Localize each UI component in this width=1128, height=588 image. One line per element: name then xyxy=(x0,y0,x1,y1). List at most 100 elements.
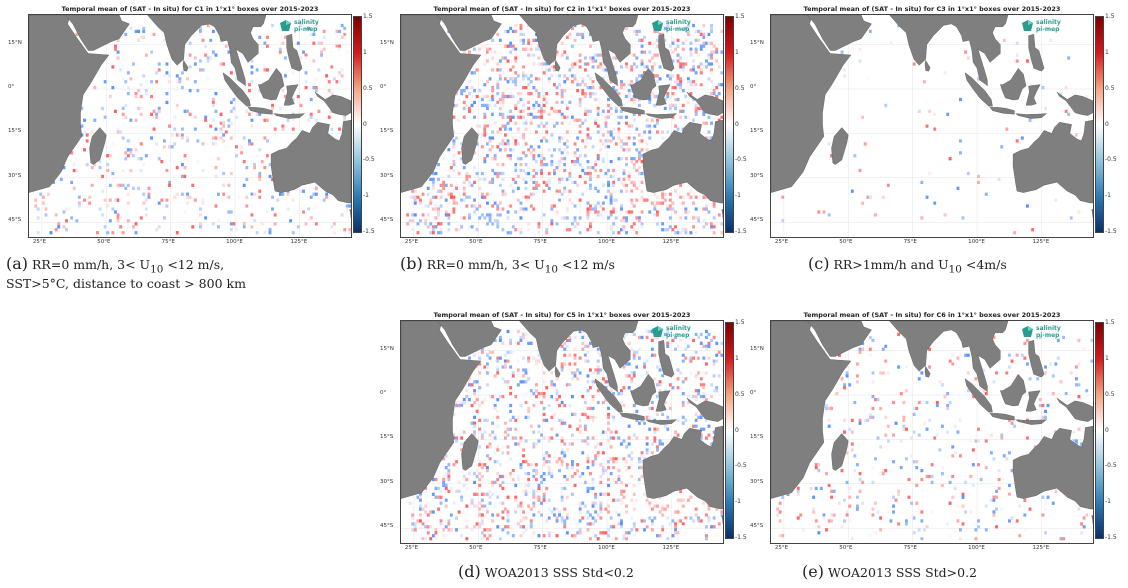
data-box xyxy=(702,356,706,360)
data-box xyxy=(345,204,349,208)
land-mass xyxy=(658,33,675,72)
data-box xyxy=(532,445,536,449)
data-box xyxy=(175,80,179,84)
data-box xyxy=(560,486,564,491)
data-box xyxy=(635,160,639,164)
data-box xyxy=(596,124,600,128)
data-box xyxy=(609,228,613,232)
data-box xyxy=(542,457,546,461)
data-box xyxy=(689,50,693,54)
data-box xyxy=(266,118,269,122)
data-box xyxy=(524,74,528,78)
data-box xyxy=(568,166,572,170)
data-box xyxy=(504,77,507,81)
data-box xyxy=(501,163,505,167)
data-box xyxy=(643,71,646,75)
data-box xyxy=(514,442,518,446)
map-title: Temporal mean of (SAT - In situ) for C5 … xyxy=(433,311,691,319)
data-box xyxy=(44,207,48,211)
data-box xyxy=(679,65,683,69)
data-box xyxy=(674,80,677,84)
data-box xyxy=(694,398,698,402)
data-box xyxy=(653,504,657,508)
data-box xyxy=(681,47,685,51)
data-box xyxy=(163,216,166,220)
data-box xyxy=(668,44,672,48)
data-box xyxy=(1010,359,1014,363)
data-box xyxy=(661,130,665,134)
data-box xyxy=(426,186,430,190)
data-box xyxy=(671,92,675,96)
data-box xyxy=(845,371,849,375)
data-box xyxy=(553,483,556,488)
data-box xyxy=(271,195,274,199)
data-box xyxy=(676,38,680,42)
data-box xyxy=(434,216,438,220)
data-box xyxy=(591,395,595,399)
data-box xyxy=(920,537,924,541)
data-box xyxy=(656,335,659,340)
data-box xyxy=(666,329,670,334)
data-box xyxy=(681,127,685,131)
data-box xyxy=(560,516,564,520)
data-box xyxy=(717,374,721,378)
data-box xyxy=(977,439,980,443)
data-box xyxy=(411,195,415,199)
data-box xyxy=(897,341,901,345)
data-box xyxy=(532,86,536,90)
land-mass xyxy=(1091,515,1093,524)
data-box xyxy=(516,374,520,378)
data-box xyxy=(627,466,631,470)
data-box xyxy=(478,463,482,467)
data-box xyxy=(635,198,639,202)
data-box xyxy=(563,148,567,152)
data-box xyxy=(573,534,577,538)
data-box xyxy=(1041,415,1045,419)
data-box xyxy=(668,192,672,196)
data-box xyxy=(674,531,677,535)
data-box xyxy=(699,44,703,48)
data-box xyxy=(702,121,706,125)
data-box xyxy=(643,50,646,54)
data-box xyxy=(594,97,598,102)
data-box xyxy=(496,207,500,211)
data-box xyxy=(555,50,559,54)
data-box xyxy=(542,498,546,502)
data-box xyxy=(468,183,471,187)
data-box xyxy=(594,163,598,167)
data-box xyxy=(535,469,538,473)
data-box xyxy=(563,142,567,146)
data-box xyxy=(697,335,701,340)
data-box xyxy=(889,406,893,411)
data-box xyxy=(227,124,231,128)
logo-line2: pi-mep xyxy=(1036,26,1060,33)
data-box xyxy=(853,492,857,496)
data-box xyxy=(912,412,916,417)
data-box xyxy=(681,68,685,72)
land-mass xyxy=(594,72,623,107)
data-box xyxy=(506,121,510,125)
data-box xyxy=(343,26,347,31)
data-box xyxy=(542,124,546,128)
data-box xyxy=(912,383,916,387)
data-box xyxy=(925,400,929,405)
data-box xyxy=(537,392,541,396)
data-box xyxy=(150,136,153,140)
data-box xyxy=(77,195,81,199)
data-box xyxy=(925,474,929,479)
data-box xyxy=(571,65,574,69)
data-box xyxy=(522,374,525,378)
data-box xyxy=(583,112,587,116)
data-box xyxy=(542,418,546,422)
data-box xyxy=(650,507,654,511)
lon-label: 125°E xyxy=(662,239,680,245)
data-box xyxy=(653,377,657,381)
data-box xyxy=(653,430,657,434)
data-box xyxy=(591,418,595,422)
caption-line1: RR=0 mm/h, 3< U xyxy=(32,257,151,272)
data-box xyxy=(640,74,644,78)
data-box xyxy=(468,106,471,111)
data-box xyxy=(612,498,616,502)
data-box xyxy=(630,180,634,185)
data-box xyxy=(689,371,693,375)
